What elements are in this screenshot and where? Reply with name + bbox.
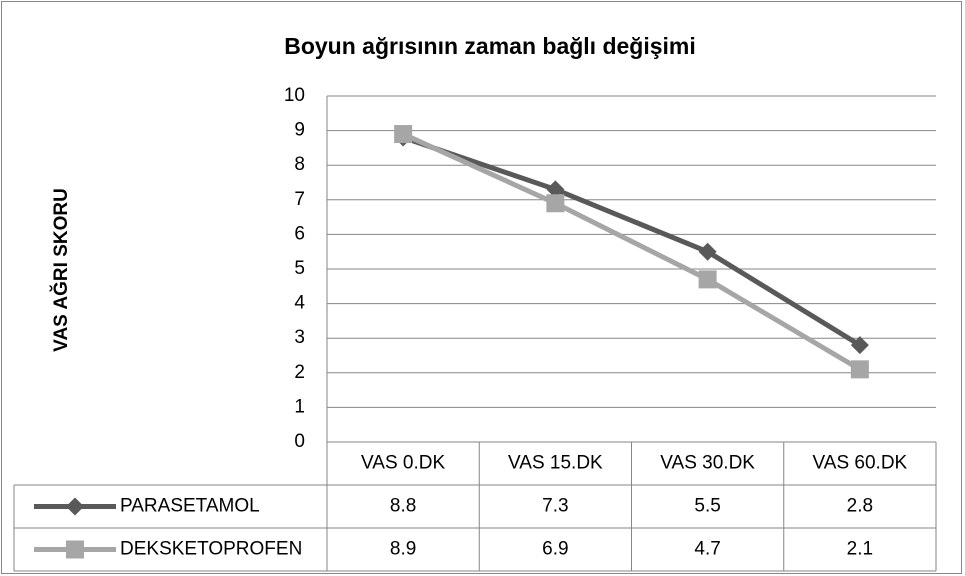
point <box>850 360 869 379</box>
table-value: 2.1 <box>847 539 873 560</box>
table-value: 6.9 <box>542 539 568 560</box>
table-value: 5.5 <box>694 496 720 517</box>
y-tick-label: 2 <box>294 362 305 383</box>
point <box>546 194 565 213</box>
point <box>698 242 717 261</box>
y-tick-label: 1 <box>294 396 305 417</box>
legend-marker <box>66 497 84 516</box>
line <box>402 135 862 348</box>
legend-marker <box>66 540 84 559</box>
y-tick-label: 8 <box>294 154 305 175</box>
table-value: 4.7 <box>694 539 720 560</box>
line <box>402 131 862 372</box>
point <box>698 270 717 289</box>
table-value: 7.3 <box>542 496 568 517</box>
point <box>394 125 413 144</box>
y-tick-label: 0 <box>294 431 305 452</box>
chart-title: Boyun ağrısının zaman bağlı değişimi <box>284 33 696 59</box>
table-value: 2.8 <box>847 496 873 517</box>
table-value: 8.8 <box>390 496 416 517</box>
y-tick-label: 4 <box>294 293 305 314</box>
point <box>546 180 565 199</box>
table-value: 8.9 <box>390 539 416 560</box>
x-tick-label: VAS 0.DK <box>361 453 445 474</box>
x-tick-label: VAS 30.DK <box>660 453 755 474</box>
y-tick-label: 3 <box>294 327 305 348</box>
y-tick-label: 10 <box>284 85 305 106</box>
legend-label: PARASETAMOL <box>120 496 260 517</box>
y-tick-label: 7 <box>294 189 305 210</box>
y-axis-label: VAS AĞRI SKORU <box>50 188 72 352</box>
y-tick-label: 9 <box>294 120 305 141</box>
legend-label: DEKSKETOPROFEN <box>120 539 302 560</box>
point <box>850 336 869 355</box>
x-tick-label: VAS 15.DK <box>508 453 603 474</box>
y-tick-label: 5 <box>294 258 305 279</box>
x-tick-label: VAS 60.DK <box>813 453 908 474</box>
y-tick-label: 6 <box>294 223 305 244</box>
